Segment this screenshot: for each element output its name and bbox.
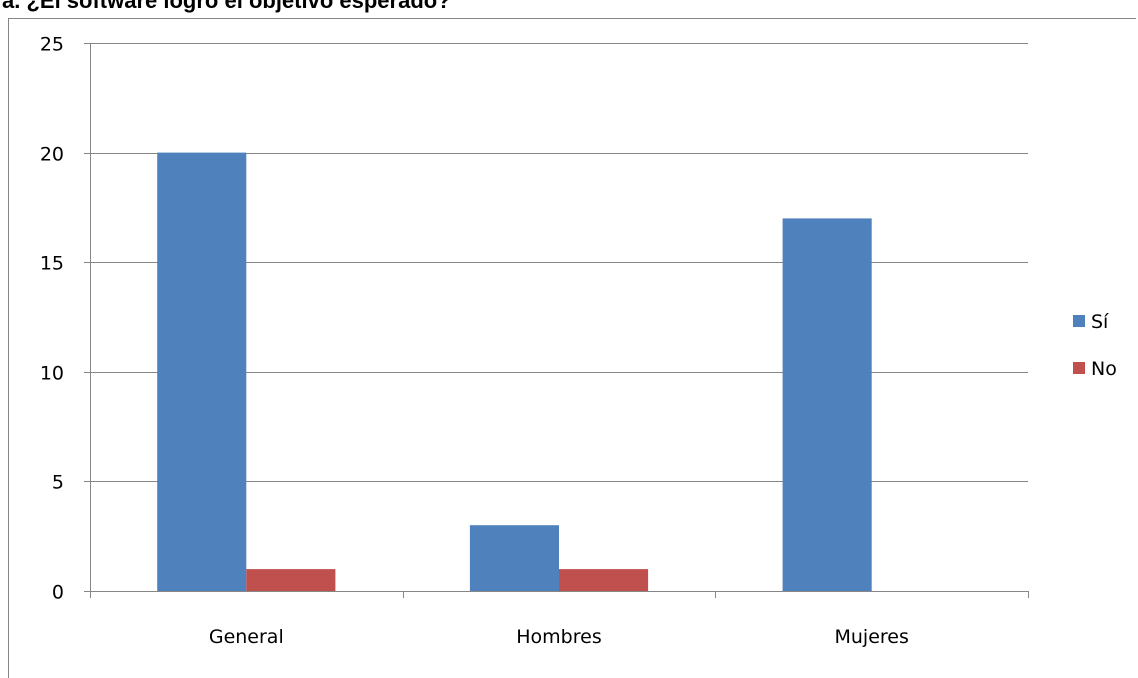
y-tick-label: 20: [40, 144, 64, 166]
legend-label-1: No: [1091, 358, 1117, 380]
legend: Sí No: [1073, 311, 1117, 380]
bar-si-mujeres: [782, 218, 872, 591]
bars: [157, 152, 872, 591]
legend-swatch-0: [1073, 315, 1085, 327]
question-heading: a. ¿El software logró el objetivo espera…: [2, 0, 451, 13]
axes: 0 5 10 15 20 25 General Hombres Mujeres: [40, 34, 1029, 648]
y-tick-label: 25: [40, 34, 64, 56]
y-tick-label: 0: [52, 582, 64, 604]
y-tick-label: 5: [52, 472, 64, 494]
x-tick-label-general: General: [209, 626, 284, 648]
y-tick-label: 10: [40, 363, 64, 385]
chart-frame: [8, 18, 1136, 678]
bar-si-general: [157, 152, 247, 591]
x-tick-label-mujeres: Mujeres: [835, 626, 909, 648]
legend-label-0: Sí: [1091, 311, 1109, 333]
bar-no-hombres: [559, 569, 649, 591]
y-tick-label: 15: [40, 253, 64, 275]
bar-si-hombres: [469, 525, 559, 591]
legend-swatch-1: [1073, 362, 1085, 374]
bar-no-general: [246, 569, 336, 591]
x-tick-label-hombres: Hombres: [516, 626, 601, 648]
